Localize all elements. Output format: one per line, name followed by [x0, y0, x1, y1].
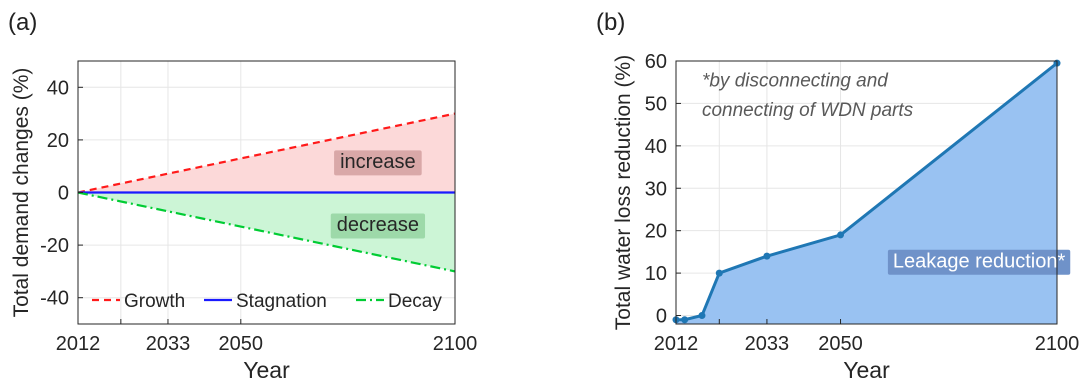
x-tick-label: 2050 [818, 333, 863, 355]
annotation-increase-background [334, 150, 422, 176]
axes-frame [675, 60, 1058, 325]
annotation-increase: increase [340, 151, 416, 173]
legend-label: Growth [124, 291, 185, 312]
data-point [715, 269, 723, 277]
y-tick-label: -40 [40, 288, 69, 310]
series-line-growth [77, 112, 456, 194]
x-axis-label: Year [243, 357, 290, 383]
x-tick-label: 2100 [1035, 333, 1079, 355]
y-axis-label: Total water loss reduction (%) [612, 55, 635, 330]
y-tick-label: 40 [645, 136, 667, 158]
chart-b: *by disconnecting and connecting of WDN p… [612, 51, 1079, 383]
annotation-leakage-background [887, 249, 1071, 275]
y-tick-label: 40 [47, 77, 69, 99]
x-tick-label: 2100 [433, 333, 478, 355]
y-tick-label: -20 [40, 235, 69, 257]
y-tick-label: 20 [645, 221, 667, 243]
y-tick-label: 50 [645, 93, 667, 115]
chart-a: increase decrease Growth Stagnation Decay -40… [10, 60, 478, 383]
annotation-decrease: decrease [337, 214, 419, 236]
x-tick-label: 2012 [56, 333, 101, 355]
x-tick-label: 2012 [654, 333, 699, 355]
y-tick-label: 10 [645, 263, 667, 285]
data-point [698, 312, 706, 320]
y-tick-label: 0 [58, 183, 69, 205]
y-tick-label: 60 [645, 51, 667, 73]
annotation-note-line2: connecting of WDN parts [702, 100, 914, 121]
x-tick-label: 2033 [745, 333, 790, 355]
x-axis-label: Year [843, 357, 890, 383]
legend-label: Decay [388, 291, 442, 312]
annotation-leakage: Leakage reduction* [893, 250, 1066, 272]
x-tick-label: 2033 [146, 333, 191, 355]
x-tick-label: 2050 [219, 333, 264, 355]
panel-a-label: (a) [8, 9, 37, 36]
y-tick-label: 0 [656, 306, 667, 328]
legend-label: Stagnation [236, 291, 327, 312]
y-tick-label: 30 [645, 178, 667, 200]
y-tick-label: 20 [47, 130, 69, 152]
y-axis-label: Total demand changes (%) [10, 68, 33, 318]
panel-b-label: (b) [596, 9, 625, 36]
series-line-decay [77, 191, 456, 273]
annotation-note-line1: *by disconnecting and [702, 70, 889, 91]
data-point [763, 252, 771, 260]
data-point [837, 231, 845, 239]
data-point [681, 316, 689, 324]
annotation-decrease-background [330, 213, 426, 239]
